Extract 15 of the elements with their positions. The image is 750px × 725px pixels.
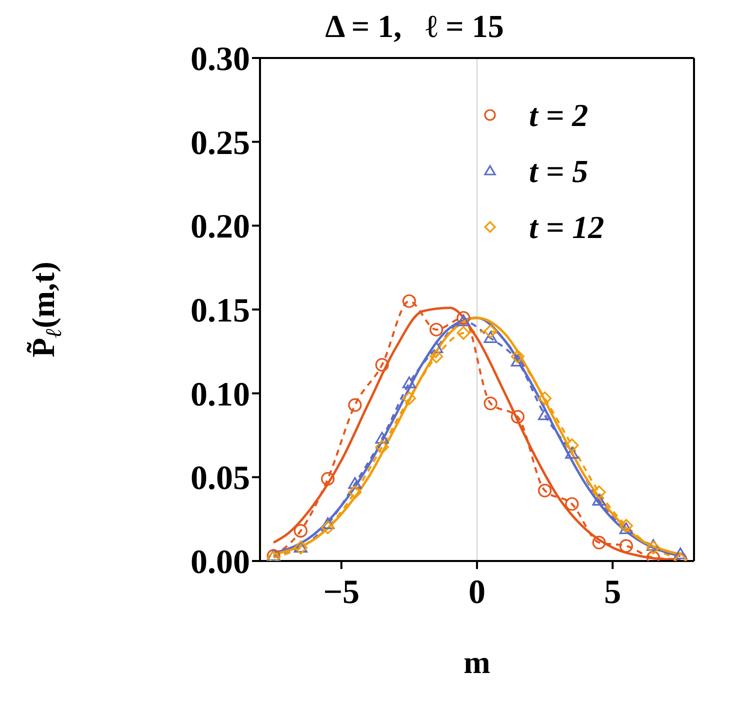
legend-label: t = 12	[529, 208, 604, 246]
y-tick-label: 0.00	[190, 544, 250, 582]
y-tick-label: 0.10	[190, 376, 250, 414]
x-axis-title: m	[464, 644, 491, 680]
y-tick-label: 0.15	[190, 292, 250, 330]
y-tick-label: 0.05	[190, 460, 250, 498]
y-tick-label: 0.30	[190, 41, 250, 78]
chart-title: Δ = 1, ℓ = 15	[325, 8, 504, 44]
x-tick-label: 0	[468, 574, 486, 612]
y-tick-label: 0.25	[190, 124, 250, 162]
legend-label: t = 2	[529, 96, 588, 134]
y-tick-label: 0.20	[190, 208, 250, 246]
x-tick-label: −5	[323, 574, 360, 612]
x-tick-label: 5	[604, 574, 622, 612]
legend-label: t = 5	[529, 152, 588, 190]
